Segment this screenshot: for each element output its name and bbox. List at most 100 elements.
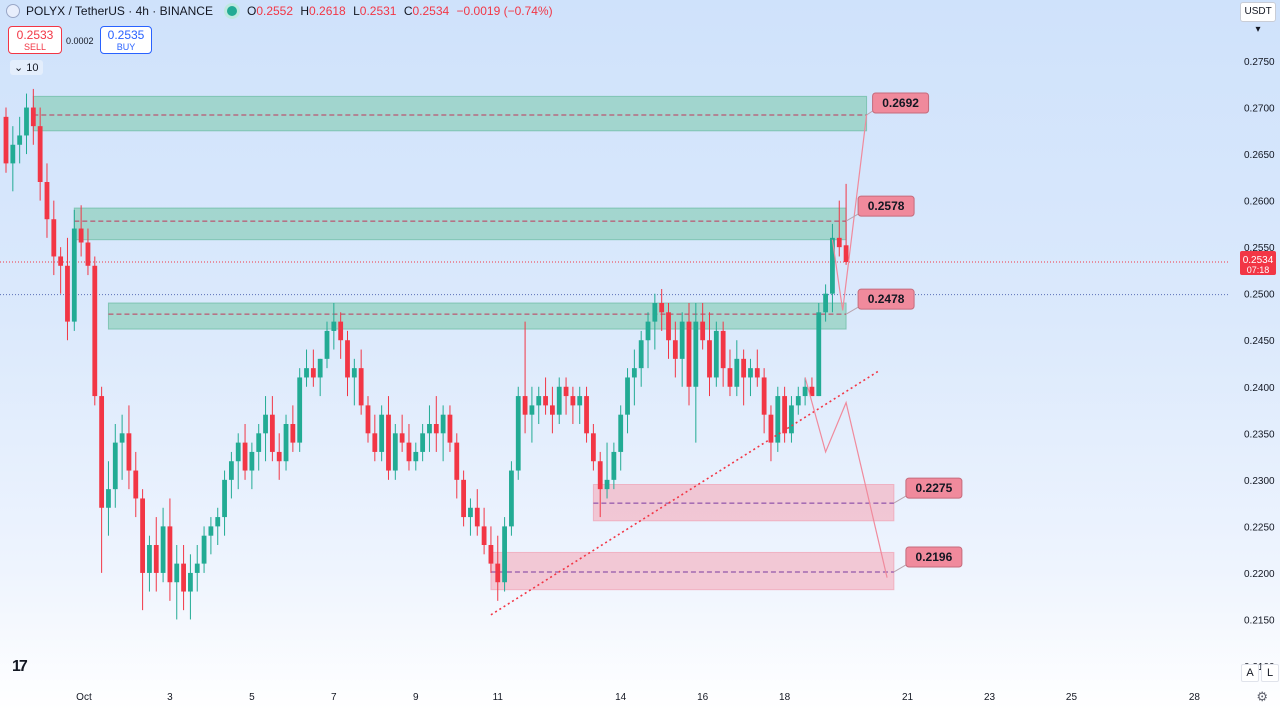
- low-label: L: [353, 4, 360, 18]
- candle-body: [515, 396, 521, 471]
- candle-body: [208, 526, 214, 536]
- candle-body: [71, 228, 77, 322]
- candle: [802, 377, 808, 406]
- candle-body: [427, 424, 432, 434]
- candle: [618, 405, 624, 471]
- x-tick-label: 14: [615, 692, 627, 703]
- candle: [488, 526, 494, 573]
- label-box: [857, 195, 915, 217]
- candle-body: [775, 396, 781, 443]
- candle: [413, 442, 419, 471]
- indicator-toggle[interactable]: ⌄ 10: [10, 60, 43, 75]
- candle-body: [106, 489, 111, 508]
- candle: [297, 368, 303, 452]
- log-scale-button[interactable]: L: [1261, 664, 1279, 682]
- candle-body: [693, 321, 699, 387]
- current-price-value: 0.2534: [1243, 255, 1274, 266]
- auto-scale-button[interactable]: A: [1241, 664, 1259, 682]
- y-tick-label: 0.2500: [1244, 290, 1275, 301]
- zone-support-3: [592, 484, 895, 522]
- candle-body: [474, 507, 480, 527]
- price-label-3: 0.2275: [893, 477, 963, 504]
- candle-body: [24, 107, 29, 136]
- candle-body: [181, 563, 186, 592]
- candle-body: [420, 433, 426, 452]
- high-value: 0.2618: [309, 4, 346, 18]
- candle: [481, 507, 487, 555]
- candle-body: [112, 442, 118, 490]
- candle: [194, 545, 200, 592]
- candle-body: [433, 424, 439, 434]
- candle-body: [126, 433, 132, 471]
- label-box: [872, 92, 930, 114]
- candle-body: [461, 479, 467, 518]
- candle: [283, 414, 289, 471]
- candle-body: [222, 479, 227, 518]
- axes-layer: 0.2750 0.2700 0.2650 0.2600 0.2550 0.2500 0.24…: [76, 57, 1276, 703]
- candle: [836, 200, 842, 257]
- candle-body: [741, 358, 747, 378]
- x-tick-label: 5: [249, 692, 255, 703]
- candle: [372, 414, 378, 462]
- candle-body: [65, 265, 70, 322]
- candle: [215, 507, 221, 545]
- candle: [331, 303, 337, 350]
- candle: [399, 414, 405, 452]
- tradingview-logo-icon[interactable]: 17: [12, 658, 28, 675]
- interval-count: 10: [26, 62, 39, 74]
- candle-body: [269, 414, 275, 452]
- candle: [816, 303, 822, 397]
- candle: [543, 377, 548, 415]
- label-text: 0.2275: [916, 481, 953, 495]
- symbol-title[interactable]: POLYX / TetherUS · 4h · BINANCE: [26, 4, 213, 18]
- sell-label: SELL: [23, 42, 47, 52]
- x-tick-label: Oct: [76, 692, 92, 703]
- candle-body: [78, 228, 84, 243]
- candle: [17, 116, 23, 164]
- candle: [379, 405, 385, 462]
- candle-body: [133, 470, 139, 499]
- gear-icon[interactable]: ⚙: [1256, 689, 1268, 704]
- candle: [92, 256, 98, 406]
- candle-body: [468, 507, 473, 518]
- sell-button[interactable]: 0.2533 SELL: [8, 26, 62, 54]
- candle: [570, 386, 576, 424]
- x-tick-label: 16: [697, 692, 709, 703]
- candle-body: [748, 368, 753, 378]
- candle-body: [597, 461, 603, 490]
- candle-body: [379, 414, 385, 452]
- label-box: [905, 546, 963, 568]
- candle: [140, 489, 145, 611]
- candle-body: [358, 368, 364, 406]
- candle-body: [795, 396, 801, 406]
- candle: [536, 386, 542, 424]
- y-tick-label: 0.2550: [1244, 243, 1275, 254]
- candle-body: [611, 451, 617, 480]
- current-price-badge: [1240, 251, 1276, 276]
- candle-timer: 07:18: [1247, 265, 1270, 275]
- candle: [604, 442, 610, 499]
- zone-resistance-0: [32, 95, 868, 132]
- x-tick-label: 9: [413, 692, 419, 703]
- candle: [468, 498, 473, 536]
- candle: [351, 358, 357, 406]
- candle: [672, 321, 678, 378]
- buy-button[interactable]: 0.2535 BUY: [100, 26, 152, 54]
- candle-body: [256, 433, 262, 452]
- candle-body: [768, 414, 774, 443]
- candle-body: [502, 526, 507, 583]
- candle-body: [10, 144, 16, 164]
- candle: [174, 545, 180, 620]
- label-connector: [845, 306, 859, 315]
- candle-body: [536, 396, 542, 406]
- candle: [761, 368, 767, 434]
- currency-selector[interactable]: USDT ▾: [1240, 2, 1276, 35]
- candle: [720, 321, 726, 387]
- buy-price: 0.2535: [107, 28, 145, 42]
- candle-body: [338, 321, 344, 341]
- candle: [65, 237, 70, 341]
- close-label: C: [403, 4, 413, 18]
- candle: [748, 358, 753, 397]
- x-tick-label: 28: [1189, 692, 1201, 703]
